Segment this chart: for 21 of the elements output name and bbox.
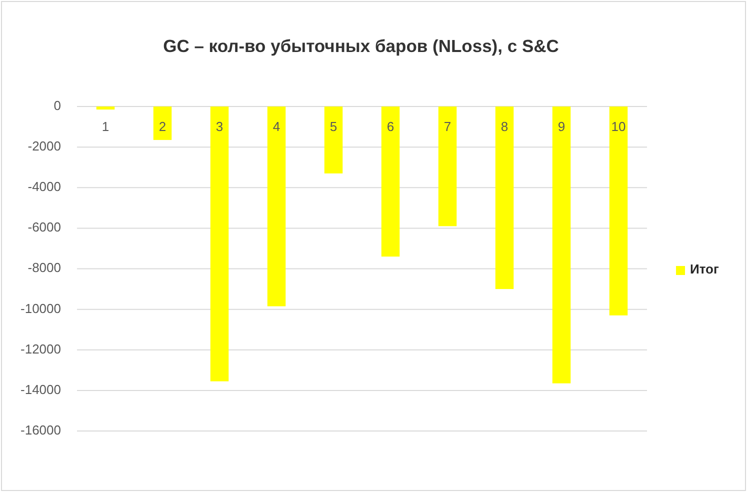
y-tick-label: -12000 xyxy=(20,341,61,356)
y-tick-label: -4000 xyxy=(28,179,61,194)
x-tick-label: 6 xyxy=(386,118,394,134)
x-tick-label: 7 xyxy=(444,118,452,134)
x-tick-label: 5 xyxy=(330,118,338,134)
y-tick-label: 0 xyxy=(54,98,61,113)
x-tick-label: 1 xyxy=(102,118,110,134)
chart-title: GC – кол-во убыточных баров (NLoss), с S&C xyxy=(163,36,560,56)
legend-label: Итог xyxy=(690,261,720,276)
x-tick-label: 4 xyxy=(272,118,280,134)
y-tick-label: -6000 xyxy=(28,220,61,235)
y-tick-label: -14000 xyxy=(20,382,61,397)
x-tick-label: 9 xyxy=(558,118,566,134)
y-tick-label: -16000 xyxy=(20,422,61,438)
x-tick-label: 10 xyxy=(611,118,626,134)
y-tick-label: -10000 xyxy=(20,300,61,316)
y-tick-label: -8000 xyxy=(28,260,61,276)
x-tick-label: 2 xyxy=(158,118,166,134)
x-tick-label: 3 xyxy=(216,118,224,134)
x-tick-label: 8 xyxy=(500,118,508,134)
y-tick-label: -2000 xyxy=(28,138,61,154)
